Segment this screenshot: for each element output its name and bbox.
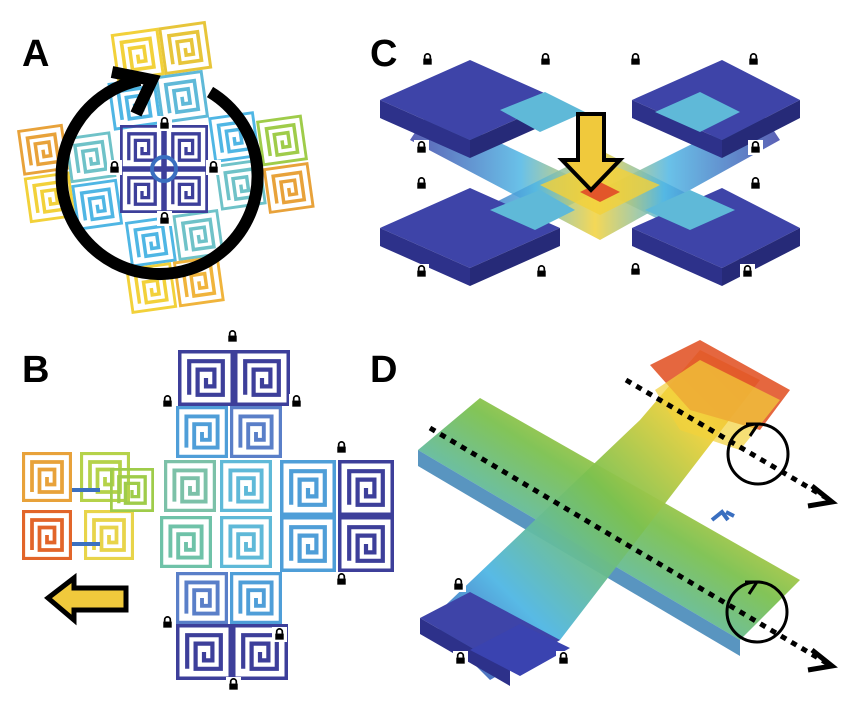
- lock-icon: [414, 176, 429, 191]
- push-left-arrow-icon: [44, 572, 129, 626]
- lock-icon: [748, 140, 763, 155]
- panel-label-b: B: [22, 349, 49, 391]
- lock-icon: [157, 211, 172, 226]
- panel-a-structure: [17, 20, 315, 315]
- panel-b-structure: [22, 351, 392, 678]
- panel-label-d: D: [370, 349, 397, 391]
- lock-icon: [748, 176, 763, 191]
- lock-icon: [414, 264, 429, 279]
- lock-icon: [451, 577, 466, 592]
- lock-icon: [107, 160, 122, 175]
- lock-icon: [334, 572, 349, 587]
- lock-icon: [628, 52, 643, 67]
- lock-icon: [334, 440, 349, 455]
- panel-label-c: C: [370, 33, 397, 75]
- lock-icon: [746, 52, 761, 67]
- lock-icon: [160, 394, 175, 409]
- lock-icon: [225, 329, 240, 344]
- lock-icon: [453, 651, 468, 666]
- panel-d-structure: [418, 340, 800, 686]
- lock-icon: [160, 615, 175, 630]
- lock-icon: [157, 116, 172, 131]
- rotation-axis-icon: [428, 377, 838, 673]
- lock-icon: [414, 140, 429, 155]
- lock-icon: [740, 264, 755, 279]
- lock-icon: [420, 52, 435, 67]
- lock-icon: [534, 264, 549, 279]
- lock-icon: [556, 651, 571, 666]
- lock-icon: [538, 52, 553, 67]
- lock-icon: [628, 262, 643, 277]
- panel-label-a: A: [22, 33, 49, 75]
- lock-icon: [272, 627, 287, 642]
- rotation-arrow-icon: [55, 66, 264, 281]
- lock-icon: [289, 394, 304, 409]
- lock-icon: [206, 160, 221, 175]
- lock-icon: [226, 677, 241, 692]
- push-down-arrow-icon: [557, 112, 625, 193]
